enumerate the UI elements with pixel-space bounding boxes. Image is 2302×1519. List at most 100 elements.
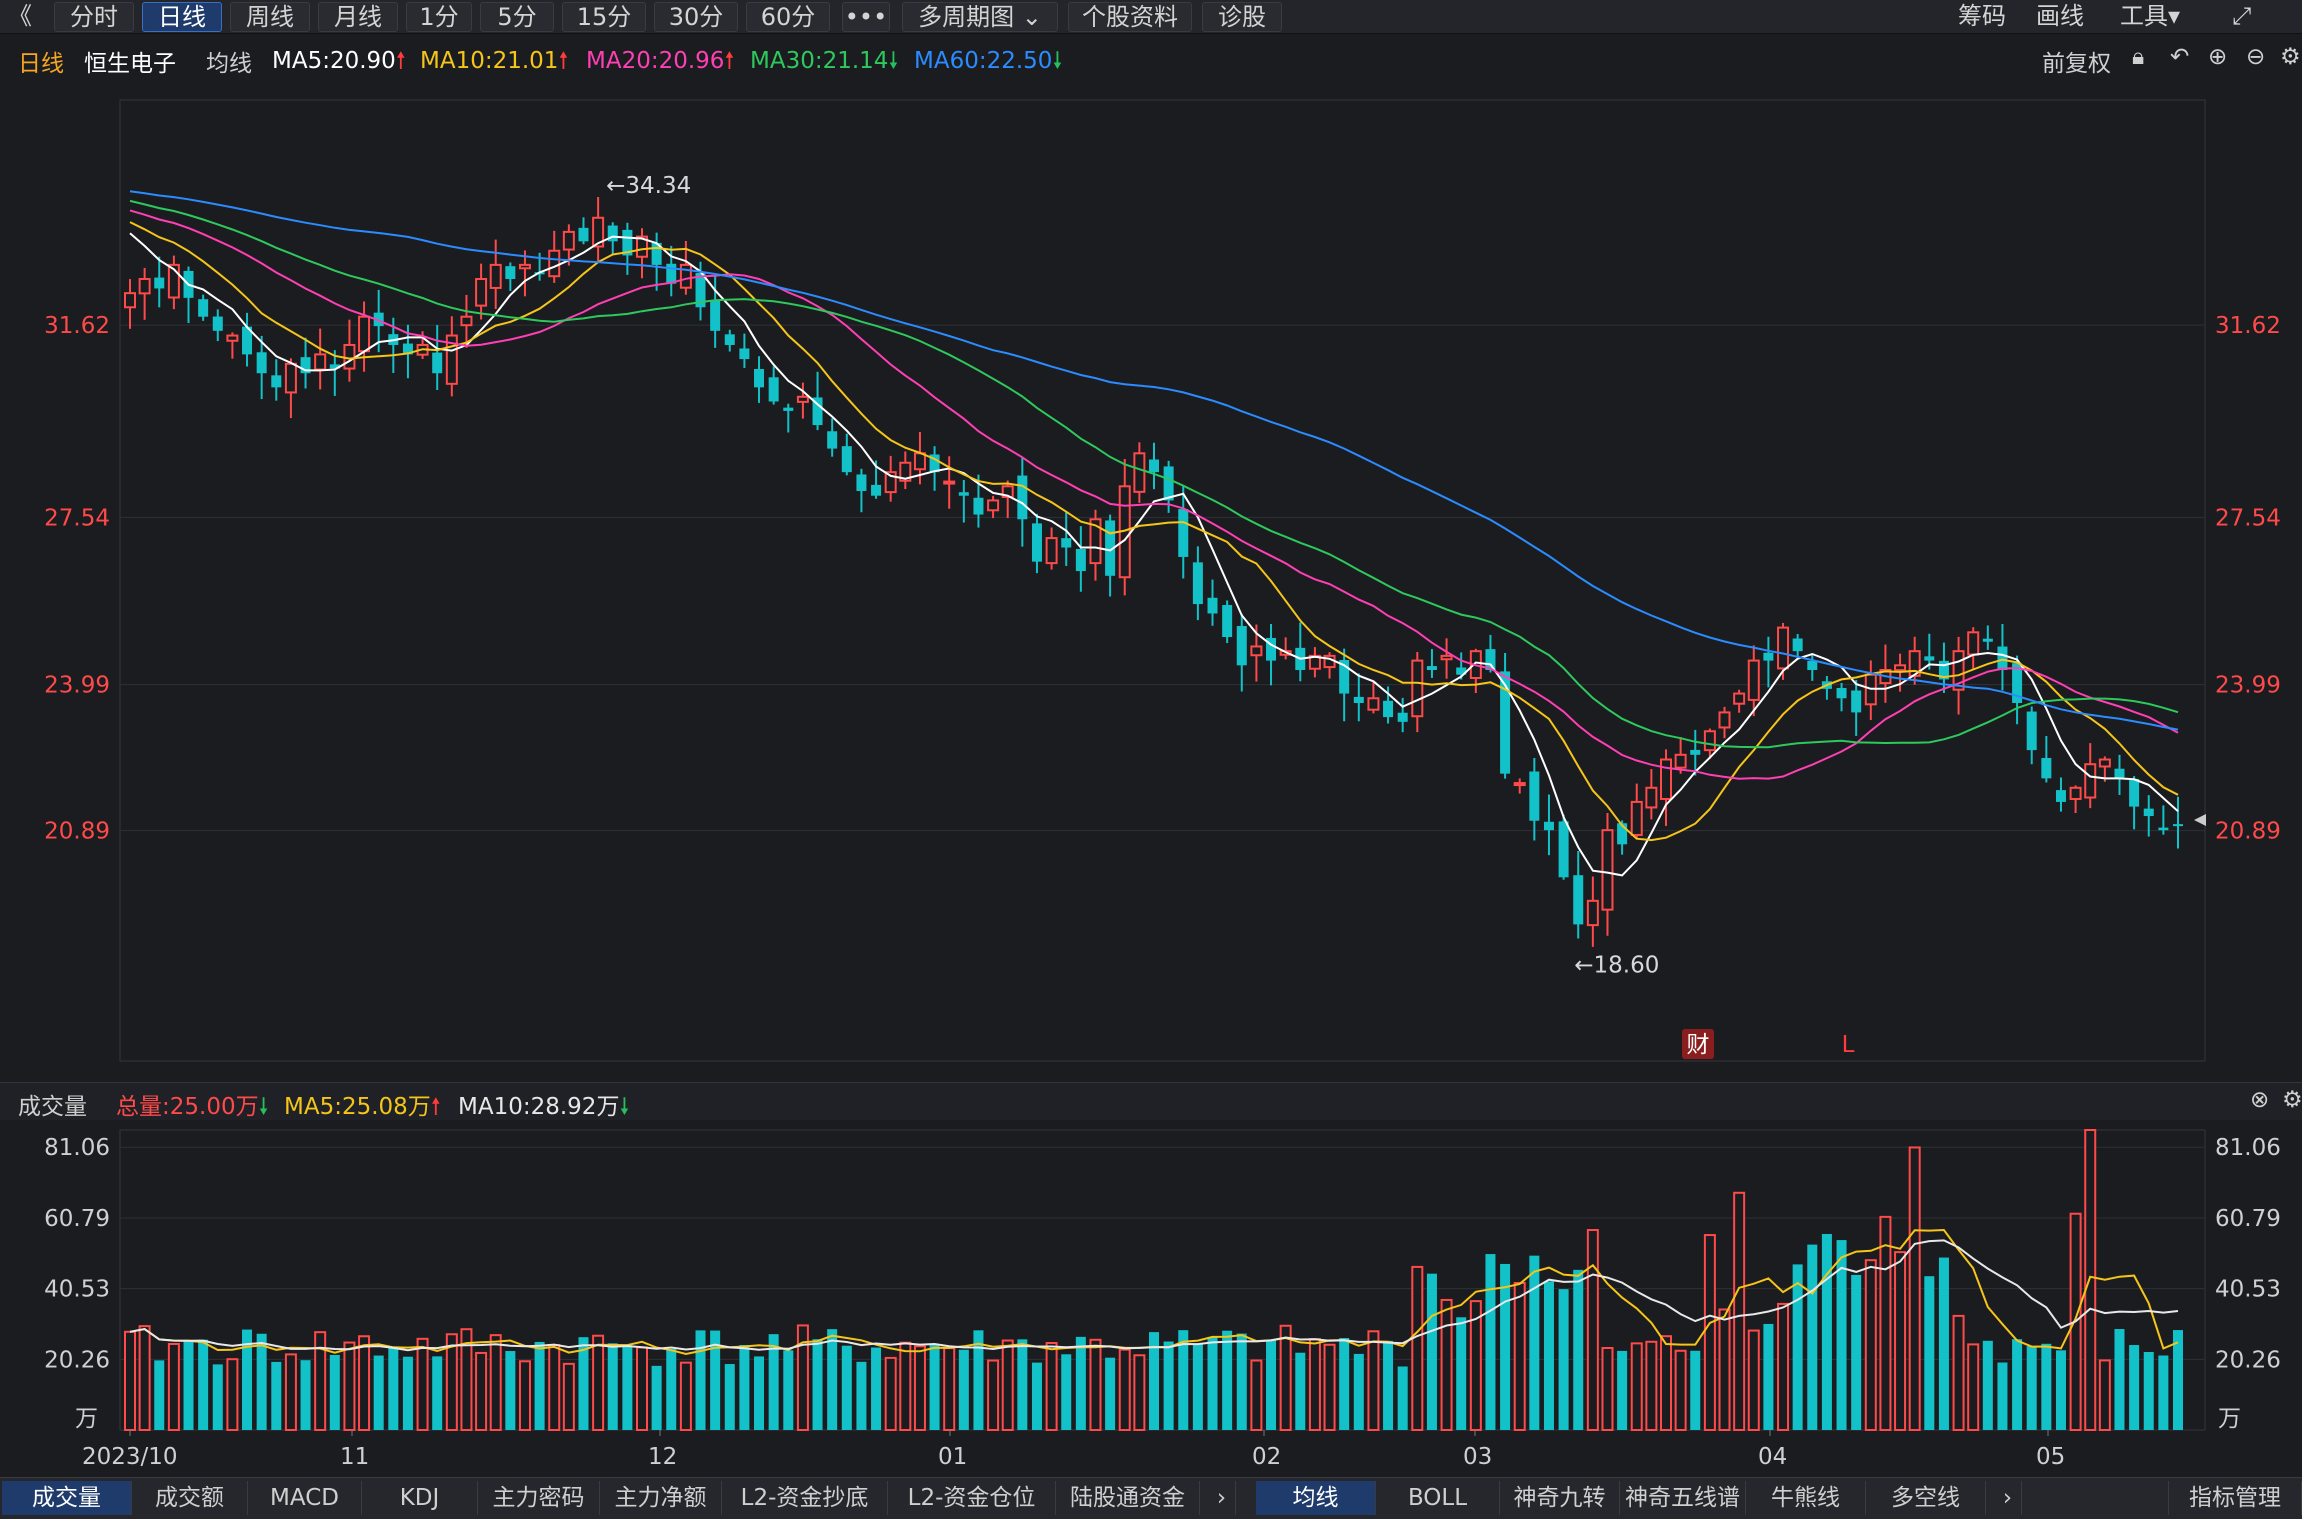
- volume-bar: [1924, 1276, 1935, 1430]
- tab-period-60min[interactable]: 60分: [746, 2, 830, 32]
- y-tick-label-left: 31.62: [44, 313, 110, 339]
- indicator-tab[interactable]: MACD: [248, 1481, 362, 1515]
- tab-period-15min[interactable]: 15分: [562, 2, 646, 32]
- overlay-tab[interactable]: 牛熊线: [1746, 1481, 1866, 1515]
- volume-bar: [1836, 1240, 1847, 1430]
- candle-body: [2069, 786, 2082, 800]
- volume-bar: [1367, 1330, 1380, 1431]
- tab-period-fenshi[interactable]: 分时: [54, 2, 134, 32]
- close-icon[interactable]: ⊗: [2250, 1087, 2270, 1113]
- volume-bar: [1733, 1191, 1746, 1431]
- indicator-tab[interactable]: 陆股通资金: [1056, 1481, 1200, 1515]
- chevron-right-icon[interactable]: ›: [1994, 1481, 2022, 1515]
- zoom-in-icon[interactable]: ⊕: [2208, 44, 2228, 70]
- volume-bar: [1513, 1282, 1526, 1431]
- indicator-tab[interactable]: KDJ: [362, 1481, 478, 1515]
- candle-body: [871, 484, 882, 496]
- candle-body: [827, 431, 838, 449]
- chips-button[interactable]: 筹码: [1958, 2, 2006, 30]
- draw-button[interactable]: 画线: [2036, 2, 2084, 30]
- tab-period-1min[interactable]: 1分: [406, 2, 472, 32]
- volume-bar: [724, 1364, 735, 1430]
- volume-bar: [2012, 1339, 2023, 1430]
- tab-period-weekly[interactable]: 周线: [230, 2, 310, 32]
- candle-body: [754, 368, 765, 388]
- volume-bar: [1105, 1357, 1116, 1430]
- volume-bar: [1266, 1339, 1277, 1430]
- tab-period-daily[interactable]: 日线: [142, 2, 222, 32]
- arrow-down-icon: 🠗: [619, 1094, 630, 1120]
- chevron-right-icon[interactable]: ›: [1208, 1481, 1236, 1515]
- lock-icon[interactable]: 🔒︎: [2132, 44, 2145, 70]
- indicator-tab[interactable]: L2-资金仓位: [888, 1481, 1056, 1515]
- candlestick-chart[interactable]: 31.62 31.62 27.54 27.54 23.99 23.99 20.89 20.89…: [0, 76, 2302, 1082]
- volume-bar: [1777, 1302, 1790, 1431]
- indicator-tab[interactable]: L2-资金抄底: [722, 1481, 888, 1515]
- volume-bar: [242, 1329, 253, 1430]
- volume-bar: [562, 1362, 575, 1431]
- volume-bar: [1660, 1335, 1672, 1431]
- l-marker: L: [1842, 1032, 1855, 1058]
- tab-period-30min[interactable]: 30分: [654, 2, 738, 32]
- tab-period-monthly[interactable]: 月线: [318, 2, 398, 32]
- indicator-tab[interactable]: 成交额: [132, 1481, 248, 1515]
- overlay-tab[interactable]: 神奇五线谱: [1620, 1481, 1746, 1515]
- candle-body: [578, 227, 589, 242]
- volume-bar: [1807, 1244, 1818, 1430]
- diagnose-button[interactable]: 诊股: [1202, 2, 1282, 32]
- volume-bar: [1250, 1359, 1263, 1431]
- arrow-down-icon: 🠗: [1052, 48, 1063, 74]
- multi-period-button[interactable]: 多周期图 ⌄: [902, 2, 1058, 32]
- indicator-manage-button[interactable]: 指标管理: [2168, 1481, 2302, 1515]
- fullscreen-icon[interactable]: ⤢: [2232, 2, 2252, 30]
- volume-bar: [534, 1341, 545, 1430]
- volume-bar: [1339, 1338, 1350, 1430]
- volume-bar: [2026, 1346, 2037, 1430]
- candle-body: [2041, 757, 2052, 779]
- volume-bar: [505, 1351, 516, 1430]
- adjust-button[interactable]: 前复权: [2042, 51, 2111, 77]
- plot-frame: [119, 99, 2206, 1062]
- indicator-tab[interactable]: 主力净额: [600, 1481, 722, 1515]
- back-icon[interactable]: 《: [8, 2, 32, 30]
- candle-body: [651, 242, 662, 265]
- arrow-down-icon: 🠗: [258, 1094, 269, 1120]
- overlay-tab[interactable]: 神奇九转: [1500, 1481, 1620, 1515]
- finance-marker-bg: [1682, 1029, 1714, 1059]
- settings-icon[interactable]: ⚙: [2282, 1087, 2302, 1113]
- tab-period-5min[interactable]: 5分: [480, 2, 554, 32]
- candle-body: [198, 299, 209, 317]
- undo-icon[interactable]: ↶: [2170, 44, 2190, 70]
- tools-button[interactable]: 工具▾: [2120, 2, 2180, 32]
- more-icon[interactable]: •••: [842, 2, 890, 32]
- overlay-tab[interactable]: 多空线: [1866, 1481, 1986, 1515]
- volume-chart[interactable]: 81.06 81.06 60.79 60.79 40.53 40.53 20.26 20.26…: [0, 1122, 2302, 1477]
- x-tick-label: 05: [2036, 1444, 2065, 1470]
- stock-info-button[interactable]: 个股资料: [1068, 2, 1192, 32]
- volume-bar: [1222, 1330, 1233, 1430]
- arrow-down-icon: 🠗: [888, 48, 899, 74]
- volume-bar: [518, 1360, 531, 1432]
- volume-bar: [958, 1349, 969, 1430]
- candle-body: [592, 216, 605, 248]
- indicator-tab[interactable]: 主力密码: [478, 1481, 600, 1515]
- candle-body: [1558, 821, 1569, 878]
- candle-body: [1250, 645, 1263, 657]
- candle-body: [1601, 829, 1614, 911]
- candle-body: [2173, 824, 2183, 827]
- volume-bar: [1440, 1298, 1453, 1431]
- volume-bar: [1718, 1308, 1731, 1431]
- overlay-tab[interactable]: BOLL: [1376, 1481, 1500, 1515]
- candle-body: [1192, 562, 1203, 605]
- indicator-tab[interactable]: 成交量: [2, 1481, 132, 1515]
- overlay-tab[interactable]: 均线: [1256, 1481, 1376, 1515]
- high-annotation: ←34.34: [606, 173, 691, 199]
- candle-body: [373, 312, 384, 327]
- zoom-out-icon[interactable]: ⊖: [2246, 44, 2266, 70]
- candle-body: [812, 397, 823, 426]
- finance-marker-label: 财: [1687, 1032, 1710, 1058]
- candle-body: [1500, 671, 1511, 774]
- candle-body: [2055, 790, 2066, 802]
- volume-bar: [1075, 1336, 1086, 1430]
- settings-icon[interactable]: ⚙: [2280, 44, 2301, 70]
